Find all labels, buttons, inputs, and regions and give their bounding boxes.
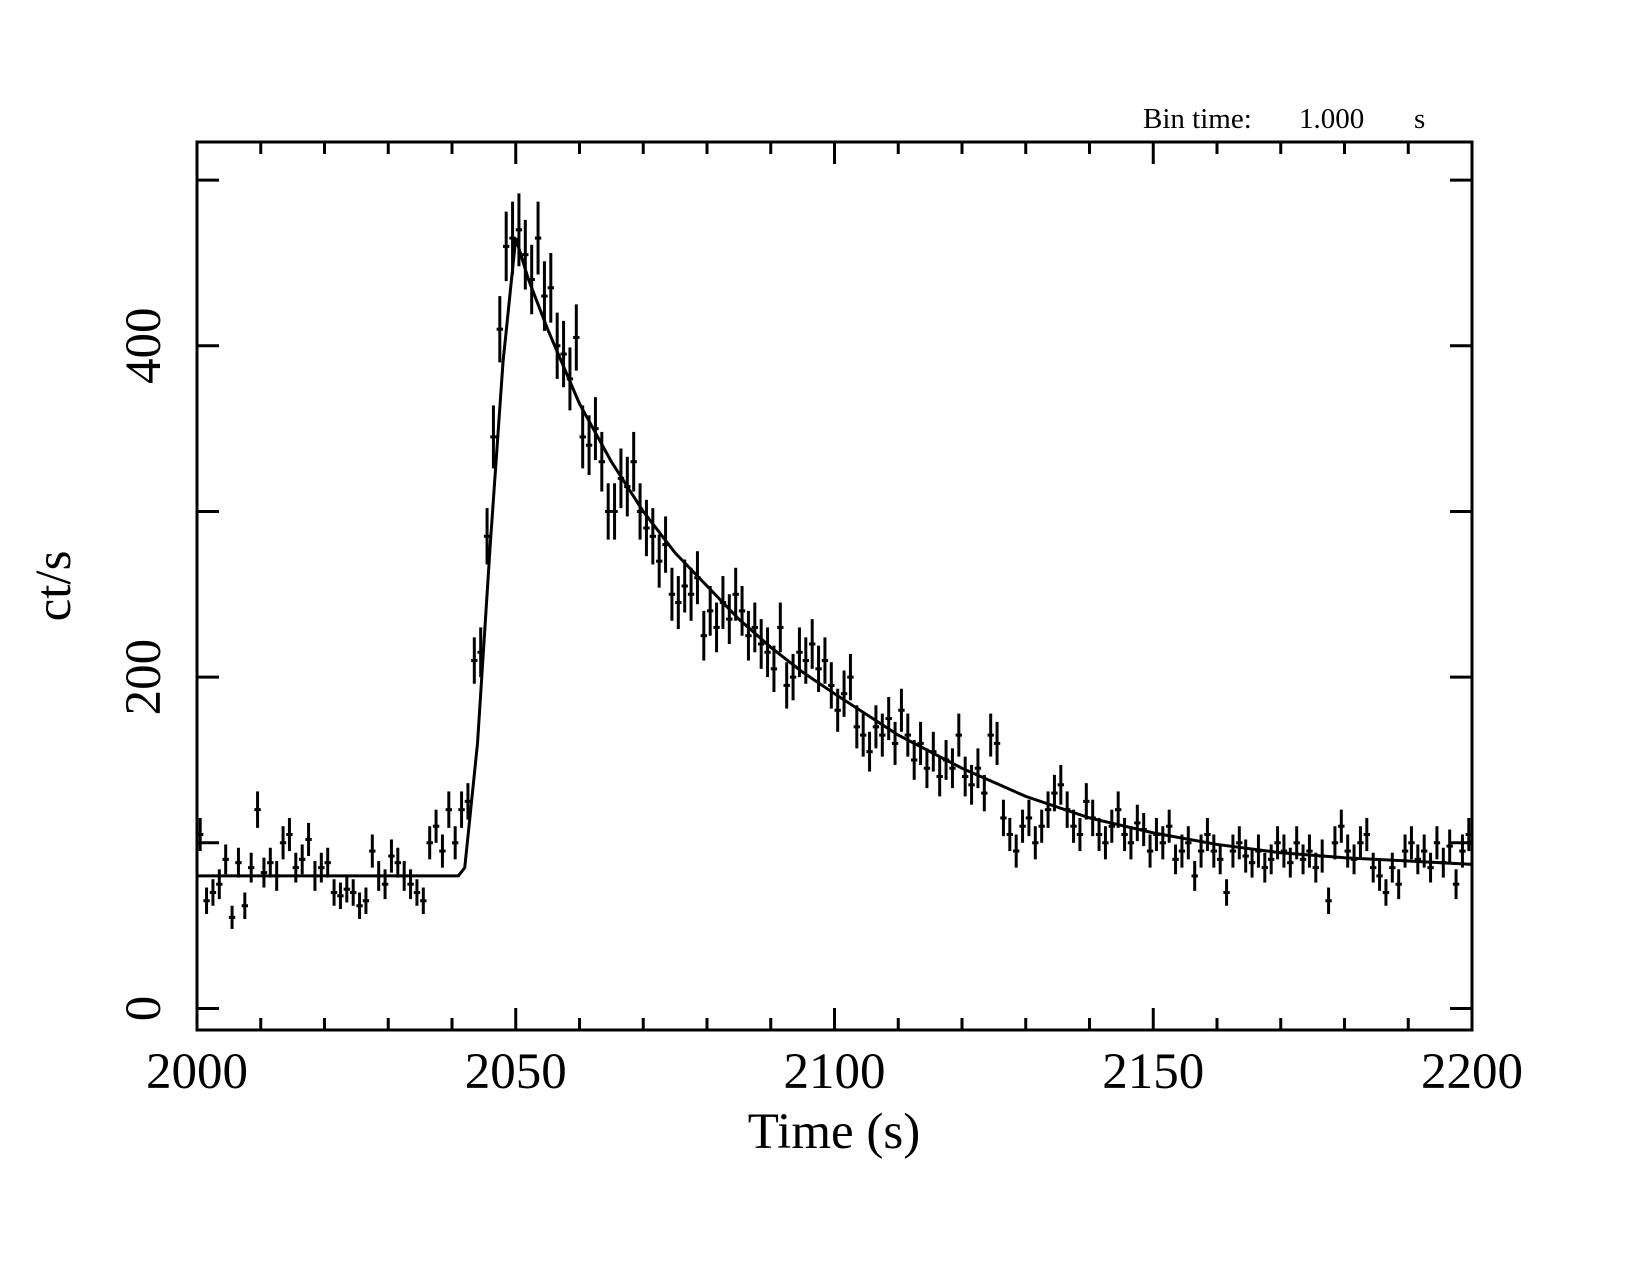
x-axis-label: Time (s) — [748, 1104, 920, 1160]
x-tick-label: 2100 — [784, 1044, 886, 1100]
plot-frame — [195, 140, 1474, 1032]
model-line — [197, 237, 1473, 878]
annotation: Bin time: — [1143, 103, 1252, 135]
x-tick-label: 2150 — [1102, 1044, 1204, 1100]
annotation: s — [1414, 103, 1425, 135]
y-tick-label: 400 — [116, 308, 172, 385]
x-tick-label: 2000 — [146, 1044, 248, 1100]
x-tick-label: 2200 — [1421, 1044, 1523, 1100]
x-tick-label: 2050 — [465, 1044, 567, 1100]
y-tick-label: 0 — [116, 996, 172, 1022]
y-axis-label: ct/s — [26, 551, 82, 622]
y-tick-label: 200 — [116, 639, 172, 716]
annotation: 1.000 — [1299, 103, 1364, 135]
